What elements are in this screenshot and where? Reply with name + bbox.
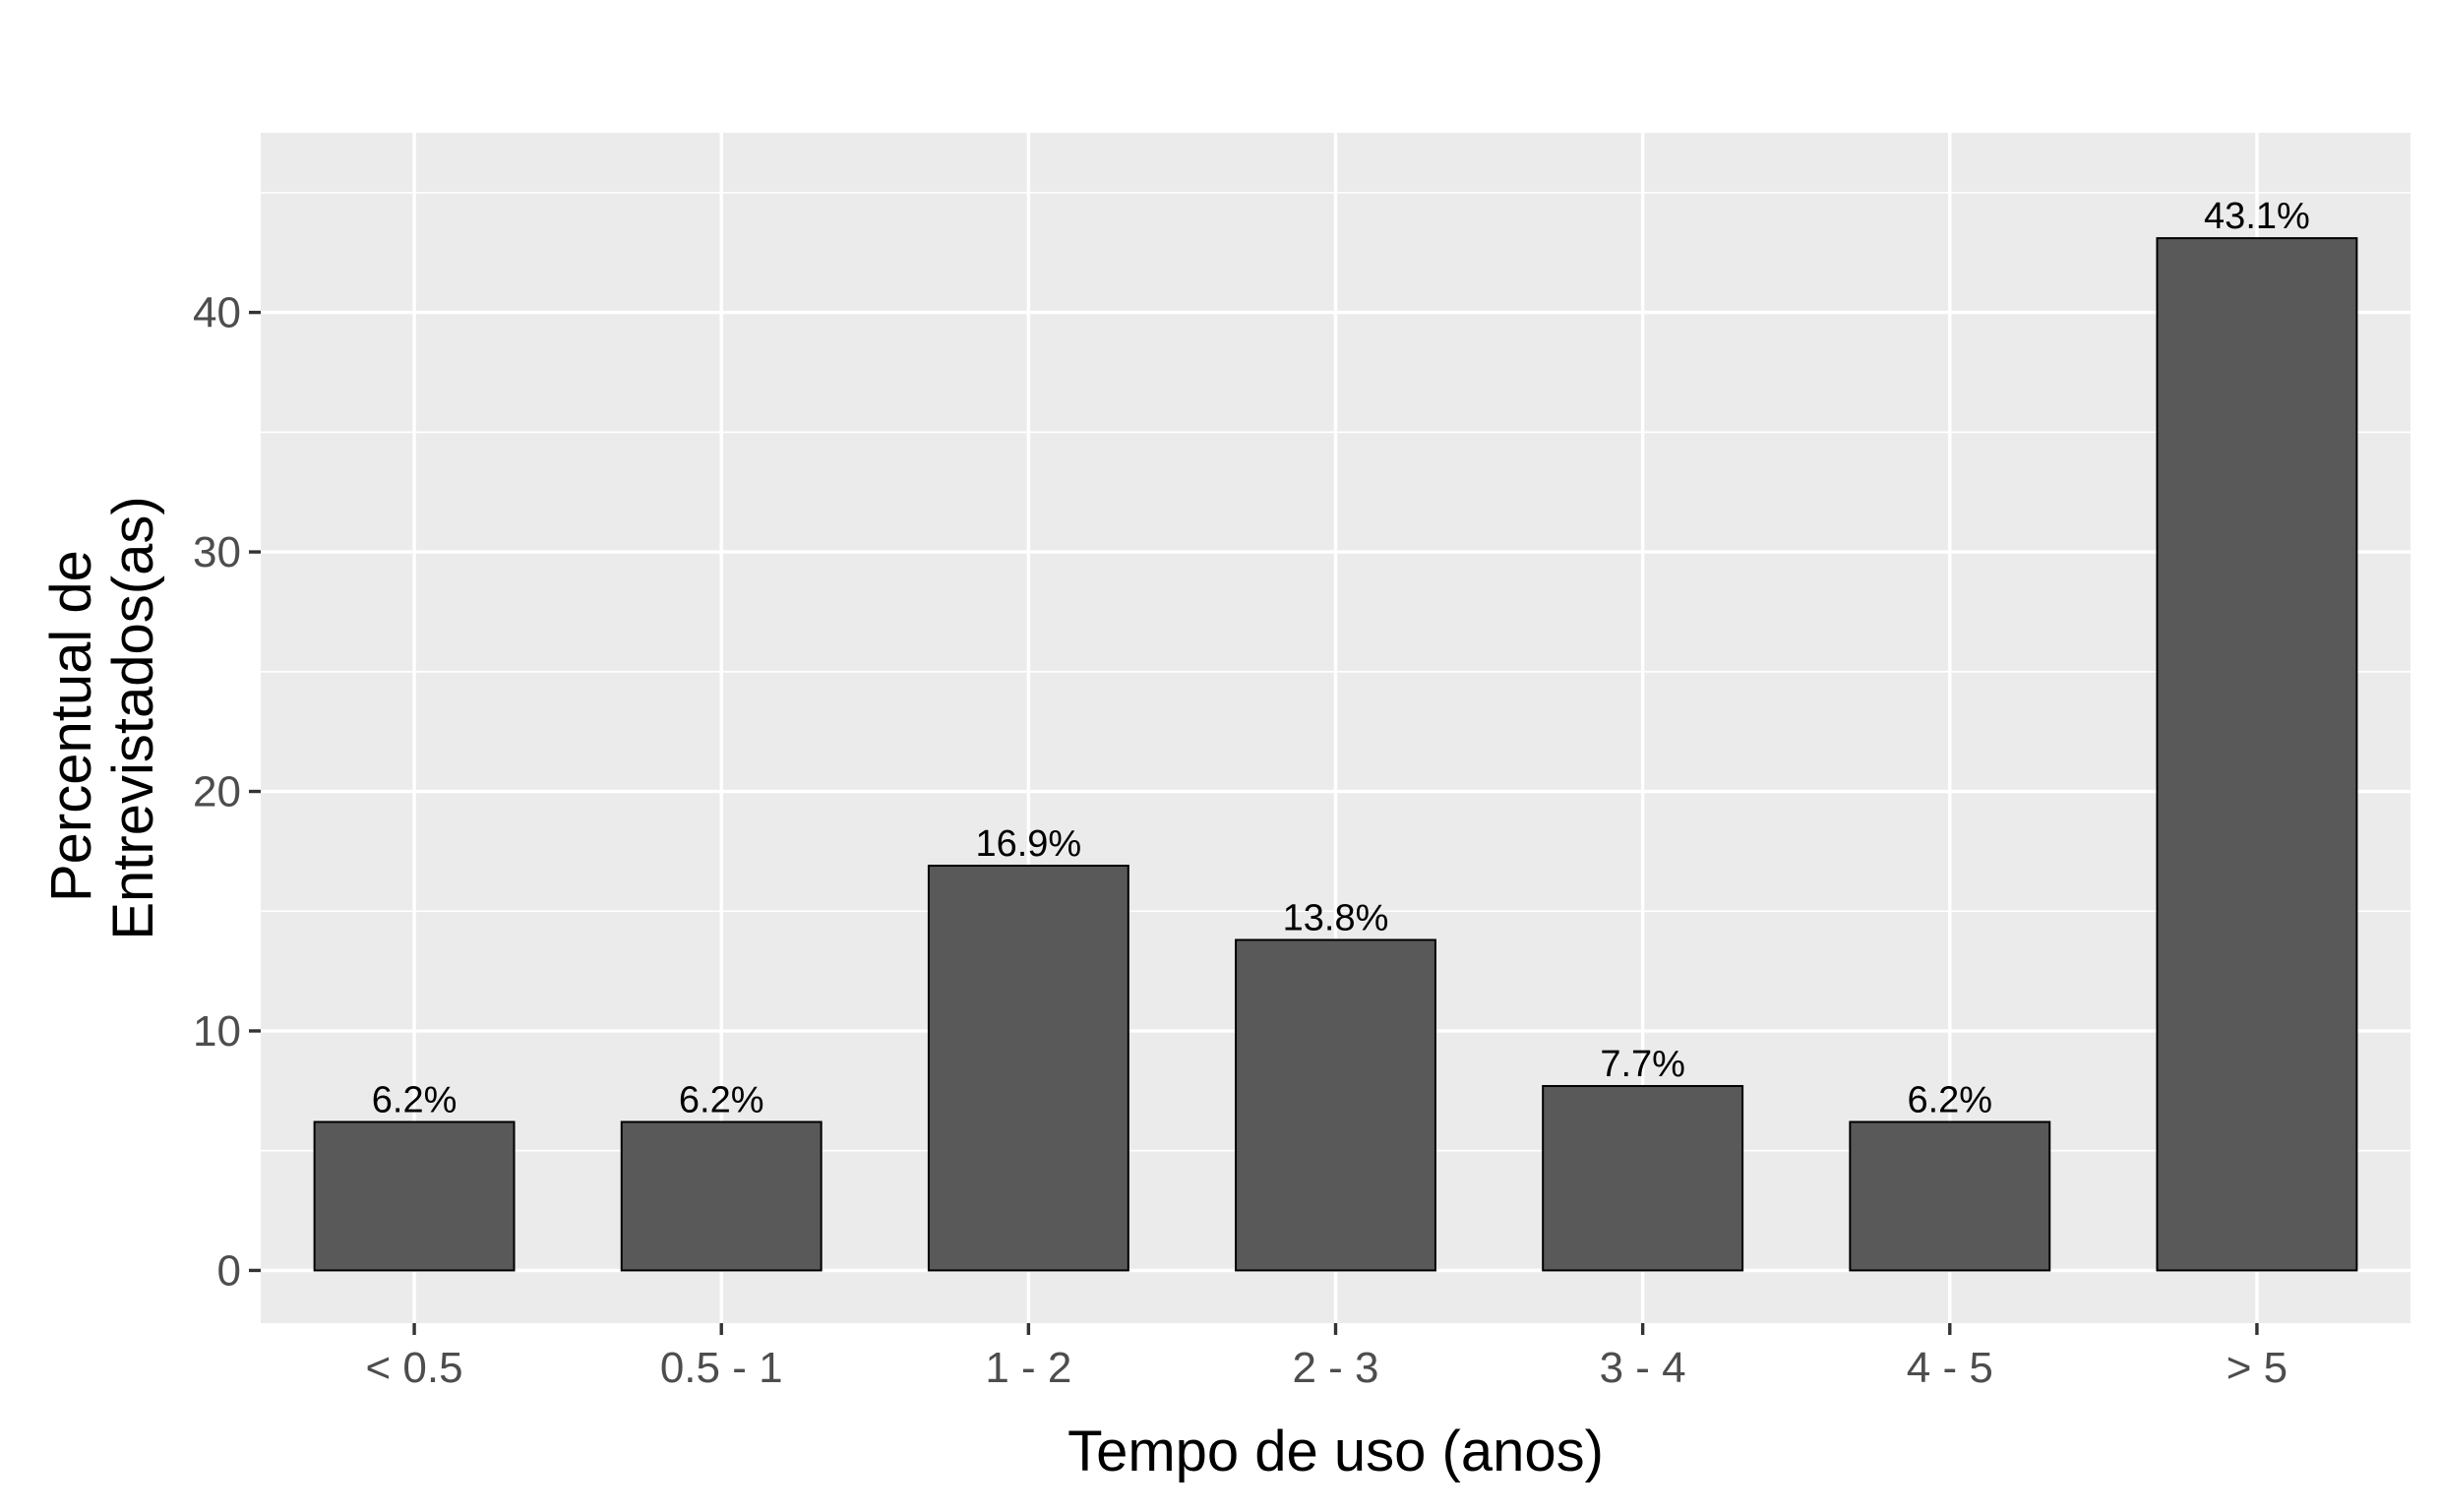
bar-data-label: 16.9%: [975, 823, 1081, 865]
y-tick-label: 20: [193, 768, 241, 816]
x-tick-label: 0.5 - 1: [660, 1344, 783, 1392]
y-tick-label: 0: [217, 1246, 241, 1295]
data-labels: 6.2% 6.2% 16.9% 13.8% 7.7% 6.2% 43.1%: [372, 196, 2310, 1120]
bar-data-label: 6.2%: [1907, 1079, 1992, 1120]
y-axis-title-line-1: Percentual de: [39, 550, 103, 902]
bar: [1849, 1120, 2051, 1272]
bar-data-label: 43.1%: [2204, 196, 2310, 237]
y-axis: 0 10 20 30 40: [193, 289, 261, 1295]
bar: [927, 864, 1129, 1272]
x-axis: < 0.5 0.5 - 1 1 - 2 2 - 3 3 - 4 4 - 5 > 5: [366, 1323, 2288, 1392]
y-axis-title-line-2: Entrevistados(as): [101, 496, 165, 939]
y-tick-label: 40: [193, 289, 241, 337]
bar: [2156, 237, 2358, 1272]
bar: [1235, 938, 1436, 1272]
bar: [1542, 1084, 1744, 1272]
bars: [313, 237, 2358, 1272]
y-tick-label: 30: [193, 528, 241, 576]
x-tick-label: > 5: [2226, 1344, 2288, 1392]
x-axis-title: Tempo de uso (anos): [1068, 1420, 1604, 1483]
bar: [313, 1120, 516, 1272]
bar-data-label: 7.7%: [1600, 1044, 1685, 1085]
bar-data-label: 6.2%: [679, 1079, 764, 1120]
x-tick-label: 3 - 4: [1600, 1344, 1686, 1392]
bar-data-label: 6.2%: [372, 1079, 458, 1120]
x-tick-label: 1 - 2: [985, 1344, 1071, 1392]
bar: [620, 1120, 823, 1272]
bar-data-label: 13.8%: [1283, 897, 1389, 938]
y-tick-label: 10: [193, 1007, 241, 1056]
x-tick-label: 4 - 5: [1907, 1344, 1993, 1392]
x-tick-label: < 0.5: [366, 1344, 463, 1392]
y-axis-title: Percentual de Entrevistados(as): [39, 496, 165, 939]
x-tick-label: 2 - 3: [1292, 1344, 1378, 1392]
